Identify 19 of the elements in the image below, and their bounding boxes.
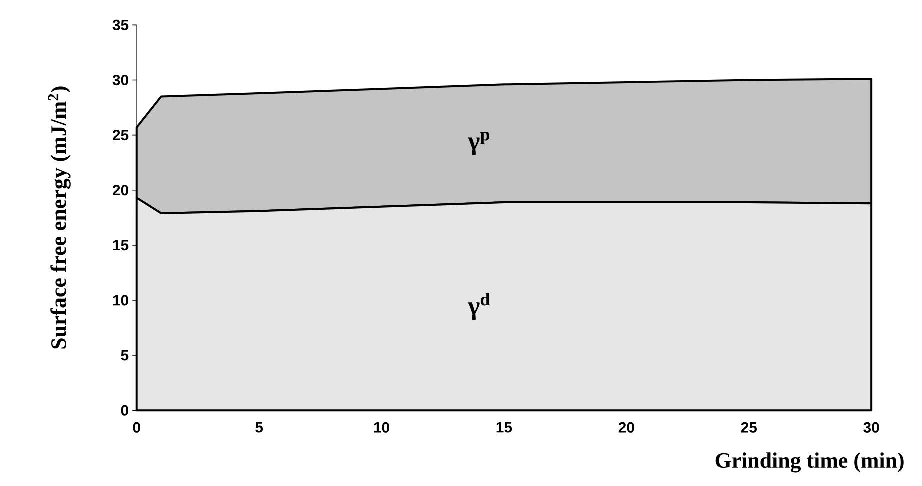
y-tick-label: 25: [112, 130, 129, 141]
x-tick-label: 20: [618, 422, 634, 433]
y-tick-label: 20: [112, 184, 128, 196]
x-tick-label: 10: [374, 422, 390, 433]
x-tick-label: 30: [864, 422, 880, 433]
y-axis-title: Surface free energy (mJ/m$^{2}$): [48, 86, 71, 349]
y-tick-label: 15: [113, 240, 129, 251]
x-tick-label: 15: [496, 422, 512, 433]
y-tick-label: 0: [121, 405, 128, 416]
series-label: γ$^{d}$: [468, 292, 490, 320]
x-axis-title: Grinding time (min): [716, 452, 904, 473]
y-tick-label: 30: [112, 74, 128, 86]
x-tick-label: 25: [741, 422, 758, 433]
y-tick-label: 5: [121, 350, 129, 361]
series-label: γ$^{p}$: [468, 132, 490, 156]
x-tick-label: 0: [133, 422, 140, 433]
y-tick-label: 35: [112, 20, 129, 30]
y-tick-label: 10: [113, 295, 128, 306]
x-tick-label: 5: [256, 422, 264, 433]
